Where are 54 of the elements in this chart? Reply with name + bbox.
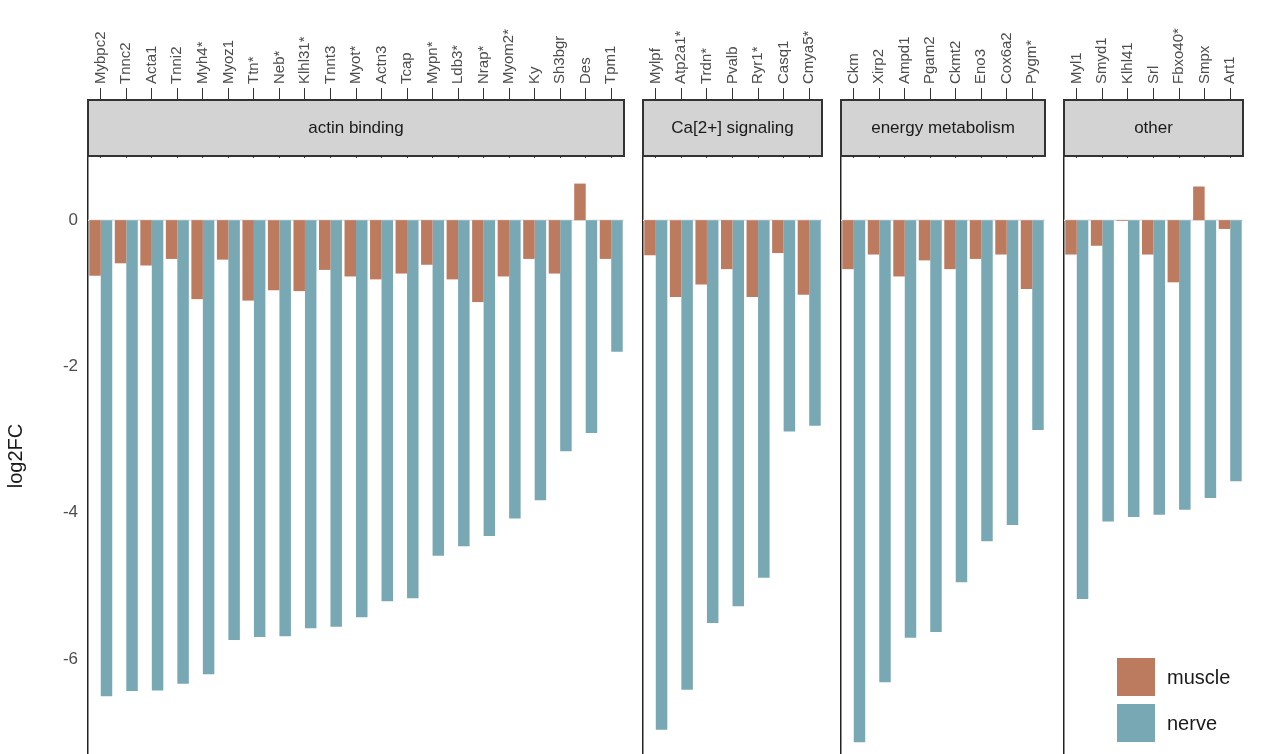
- x-tick-label: Pgam2: [920, 36, 938, 84]
- x-tick-label: Pvalb: [722, 46, 740, 84]
- x-tick-label: Cmya5*: [799, 30, 817, 84]
- x-tick-label: Neb*: [269, 50, 287, 84]
- x-tick-label: Des: [575, 57, 593, 84]
- x-tick-label: Atp2a1*: [671, 30, 689, 84]
- y-tick-label: 0: [68, 209, 78, 229]
- x-tick-label: Mylpf: [645, 47, 663, 84]
- x-tick-label: Xirp2: [869, 48, 887, 84]
- x-tick-label: Ttn*: [244, 56, 262, 84]
- chart-title: other: [1134, 117, 1174, 137]
- x-tick-label: Ryr1*: [748, 46, 766, 84]
- x-tick-label: Ckmt2: [945, 40, 963, 84]
- y-tick-label: -4: [62, 502, 78, 522]
- y-tick-label: -2: [62, 356, 78, 376]
- x-tick-label: Casq1: [773, 40, 791, 84]
- x-tick-label: Fbxo40*: [1169, 27, 1187, 84]
- x-tick-label: Ky: [524, 66, 542, 84]
- chart-title: energy metabolism: [871, 117, 1015, 137]
- x-tick-label: Eno3: [971, 48, 989, 84]
- x-tick-label: Nrap*: [473, 45, 491, 84]
- x-tick-label: Cox6a2: [996, 32, 1014, 84]
- x-tick-label: Ldb3*: [448, 44, 466, 84]
- x-tick-label: Srl: [1143, 65, 1161, 84]
- y-axis-title: log2FC: [3, 423, 26, 489]
- x-tick-label: Sh3bgr: [550, 35, 568, 84]
- y-tick-label: -6: [62, 648, 78, 668]
- legend-label: nerve: [1167, 711, 1218, 734]
- x-tick-label: Myh4*: [193, 41, 210, 84]
- x-tick-label: Mypn*: [422, 41, 440, 84]
- x-tick-label: Myl1: [1066, 52, 1084, 84]
- x-tick-label: Myoz1: [218, 39, 236, 84]
- x-tick-label: Smyd1: [1092, 37, 1110, 84]
- x-tick-label: Tnnt3: [320, 45, 338, 84]
- x-tick-label: Pygm*: [1022, 39, 1040, 84]
- x-tick-label: Tpm1: [601, 45, 619, 84]
- x-tick-label: Klhl41: [1118, 42, 1136, 84]
- x-tick-label: Smpx: [1194, 45, 1212, 84]
- x-tick-label: Klhl31*: [295, 36, 313, 84]
- x-tick-label: Myom2*: [499, 28, 517, 84]
- x-tick-label: Mybpc2: [90, 31, 108, 84]
- x-tick-label: Actn3: [371, 45, 389, 84]
- chart-title: actin binding: [308, 117, 404, 137]
- legend-label: muscle: [1167, 665, 1231, 688]
- x-tick-label: Ckm: [843, 53, 861, 84]
- x-tick-label: Trdn*: [697, 47, 715, 84]
- x-tick-label: Ampd1: [894, 36, 912, 84]
- x-tick-label: Tnni2: [167, 46, 185, 84]
- x-tick-label: Acta1: [141, 45, 159, 84]
- x-tick-label: Art1: [1220, 56, 1238, 84]
- x-tick-label: Tcap: [397, 52, 415, 84]
- x-tick-label: Tnnc2: [116, 42, 134, 84]
- chart-title: Ca[2+] signaling: [671, 117, 794, 137]
- x-tick-label: Myot*: [346, 45, 364, 84]
